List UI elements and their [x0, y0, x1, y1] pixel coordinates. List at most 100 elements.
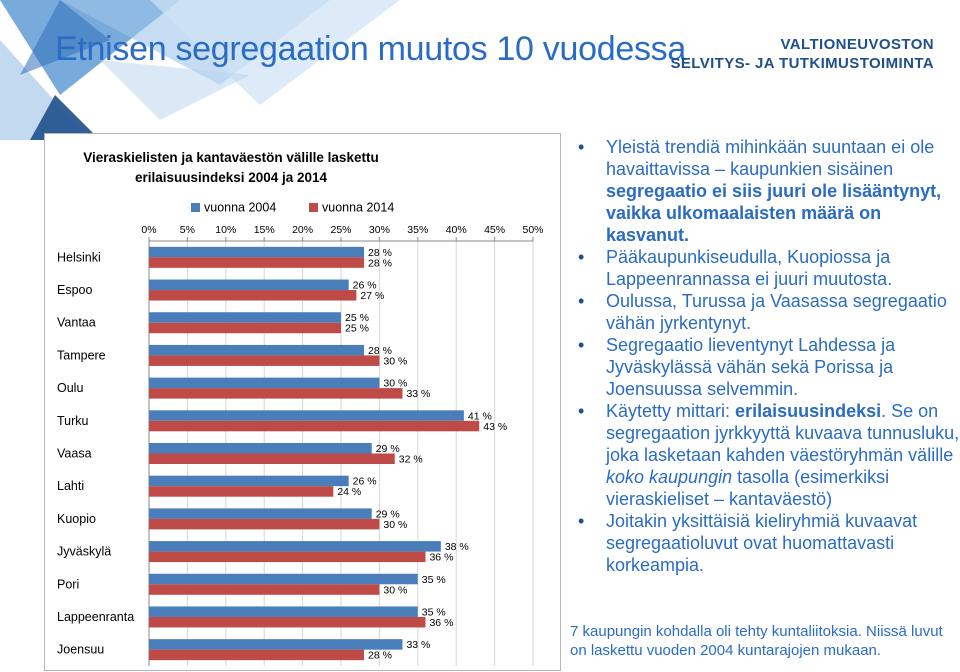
bar [149, 453, 395, 464]
data-label: 30 % [383, 519, 407, 531]
bullet-item: Käytetty mittari: erilaisuusindeksi. Se … [578, 400, 960, 510]
data-label: 27 % [360, 290, 384, 302]
bar [149, 639, 403, 650]
bar [149, 388, 403, 399]
page-title: Etnisen segregaation muutos 10 vuodessa [55, 30, 686, 68]
tick-label: 50% [522, 224, 543, 236]
bar [149, 355, 380, 366]
bullet-text: koko kaupungin [606, 467, 733, 487]
category-label: Kuopio [57, 512, 96, 526]
bar [149, 616, 426, 628]
category-label: Jyväskylä [57, 545, 111, 559]
data-label: 33 % [406, 639, 430, 651]
bar [149, 246, 365, 258]
data-label: 24 % [337, 486, 361, 498]
data-label: 28 % [368, 257, 392, 269]
tick-label: 5% [180, 224, 195, 236]
bar [149, 377, 380, 389]
tick-label: 15% [254, 224, 275, 236]
category-label: Espoo [57, 283, 92, 297]
legend-label: vuonna 2004 [204, 201, 276, 215]
data-label: 32 % [399, 454, 423, 466]
bar [149, 322, 341, 334]
bullet-text: Käytetty mittari: [606, 401, 736, 421]
bar [149, 584, 380, 595]
chart-subtitle: erilaisuusindeksi 2004 ja 2014 [135, 170, 328, 185]
data-label: 36 % [429, 617, 453, 629]
bar [149, 443, 372, 454]
legend-swatch [309, 203, 318, 212]
bar [149, 606, 418, 617]
bullet-item: Oulussa, Turussa ja Vaasassa segregaatio… [578, 290, 960, 334]
data-label: 26 % [353, 280, 377, 292]
bar [149, 486, 334, 497]
bullet-text: . Se on segregaation jyrkkyyttä kuvaava … [606, 401, 960, 465]
category-label: Vantaa [57, 316, 96, 330]
bullet-text: Segregaatio lieventynyt Lahdessa ja Jyvä… [606, 335, 896, 399]
bar-chart: Vieraskielisten ja kantaväestön välille … [57, 150, 544, 666]
bullet-item: Yleistä trendiä mihinkään suuntaan ei ol… [578, 136, 960, 246]
bar [149, 573, 418, 585]
data-label: 25 % [345, 312, 369, 324]
data-label: 29 % [376, 443, 400, 455]
bar [149, 649, 365, 661]
bullet-text: Oulussa, Turussa ja Vaasassa segregaatio… [606, 291, 947, 333]
bar [149, 290, 357, 301]
bullet-text: Yleistä trendiä mihinkään suuntaan ei ol… [606, 137, 935, 179]
bullet-item: Pääkaupunkiseudulla, Kuopiossa ja Lappee… [578, 246, 960, 290]
data-label: 38 % [445, 541, 469, 553]
bar [149, 279, 349, 291]
bar [149, 475, 349, 487]
category-label: Oulu [57, 381, 83, 395]
legend-label: vuonna 2014 [322, 201, 394, 215]
tick-label: 25% [330, 224, 351, 236]
data-label: 30 % [383, 378, 407, 390]
tick-label: 10% [215, 224, 236, 236]
tick-label: 35% [407, 224, 428, 236]
bullet-list: Yleistä trendiä mihinkään suuntaan ei ol… [578, 136, 960, 576]
bar [149, 257, 365, 268]
data-label: 25 % [345, 323, 369, 335]
chart-frame: Vieraskielisten ja kantaväestön välille … [44, 133, 561, 671]
bullet-item: Joitakin yksittäisiä kieliryhmiä kuvaava… [578, 510, 960, 576]
bar [149, 420, 480, 432]
footnote: 7 kaupungin kohdalla oli tehty kuntaliit… [570, 623, 943, 659]
bar [149, 551, 426, 563]
org-logo: VALTIONEUVOSTON SELVITYS- JA TUTKIMUSTOI… [670, 35, 934, 73]
bullet-text: Joitakin yksittäisiä kieliryhmiä kuvaava… [606, 511, 918, 575]
category-label: Pori [57, 577, 79, 591]
tick-label: 40% [446, 224, 467, 236]
category-label: Turku [57, 414, 89, 428]
org-name-line1: VALTIONEUVOSTON [780, 36, 934, 53]
category-label: Vaasa [57, 447, 92, 461]
data-label: 28 % [368, 247, 392, 259]
data-label: 26 % [353, 476, 377, 488]
bullet-text: tasolla (esimerkiksi vieraskieliset – ka… [606, 467, 890, 509]
bar [149, 312, 341, 323]
data-label: 36 % [429, 552, 453, 564]
bar [149, 344, 365, 356]
category-label: Helsinki [57, 250, 101, 264]
org-name-line2: SELVITYS- JA TUTKIMUSTOIMINTA [670, 55, 934, 72]
bullet-text: erilaisuusindeksi [735, 401, 882, 421]
chart-title: Vieraskielisten ja kantaväestön välille … [83, 150, 378, 165]
data-label: 29 % [376, 508, 400, 520]
bullet-text: segregaatio ei siis juuri ole lisääntyny… [606, 181, 942, 245]
data-label: 28 % [368, 345, 392, 357]
bullet-text: Pääkaupunkiseudulla, Kuopiossa ja Lappee… [606, 247, 893, 289]
data-label: 43 % [483, 421, 507, 433]
data-label: 30 % [383, 584, 407, 596]
data-label: 28 % [368, 650, 392, 662]
tick-label: 30% [369, 224, 390, 236]
tick-label: 45% [484, 224, 505, 236]
bullet-item: Segregaatio lieventynyt Lahdessa ja Jyvä… [578, 334, 960, 400]
bar [149, 508, 372, 519]
bar [149, 410, 464, 421]
category-label: Joensuu [57, 643, 104, 657]
data-label: 41 % [468, 410, 492, 422]
category-label: Lahti [57, 479, 84, 493]
data-label: 35 % [422, 574, 446, 586]
category-label: Lappeenranta [57, 610, 134, 624]
data-label: 35 % [422, 606, 446, 618]
data-label: 30 % [383, 355, 407, 367]
